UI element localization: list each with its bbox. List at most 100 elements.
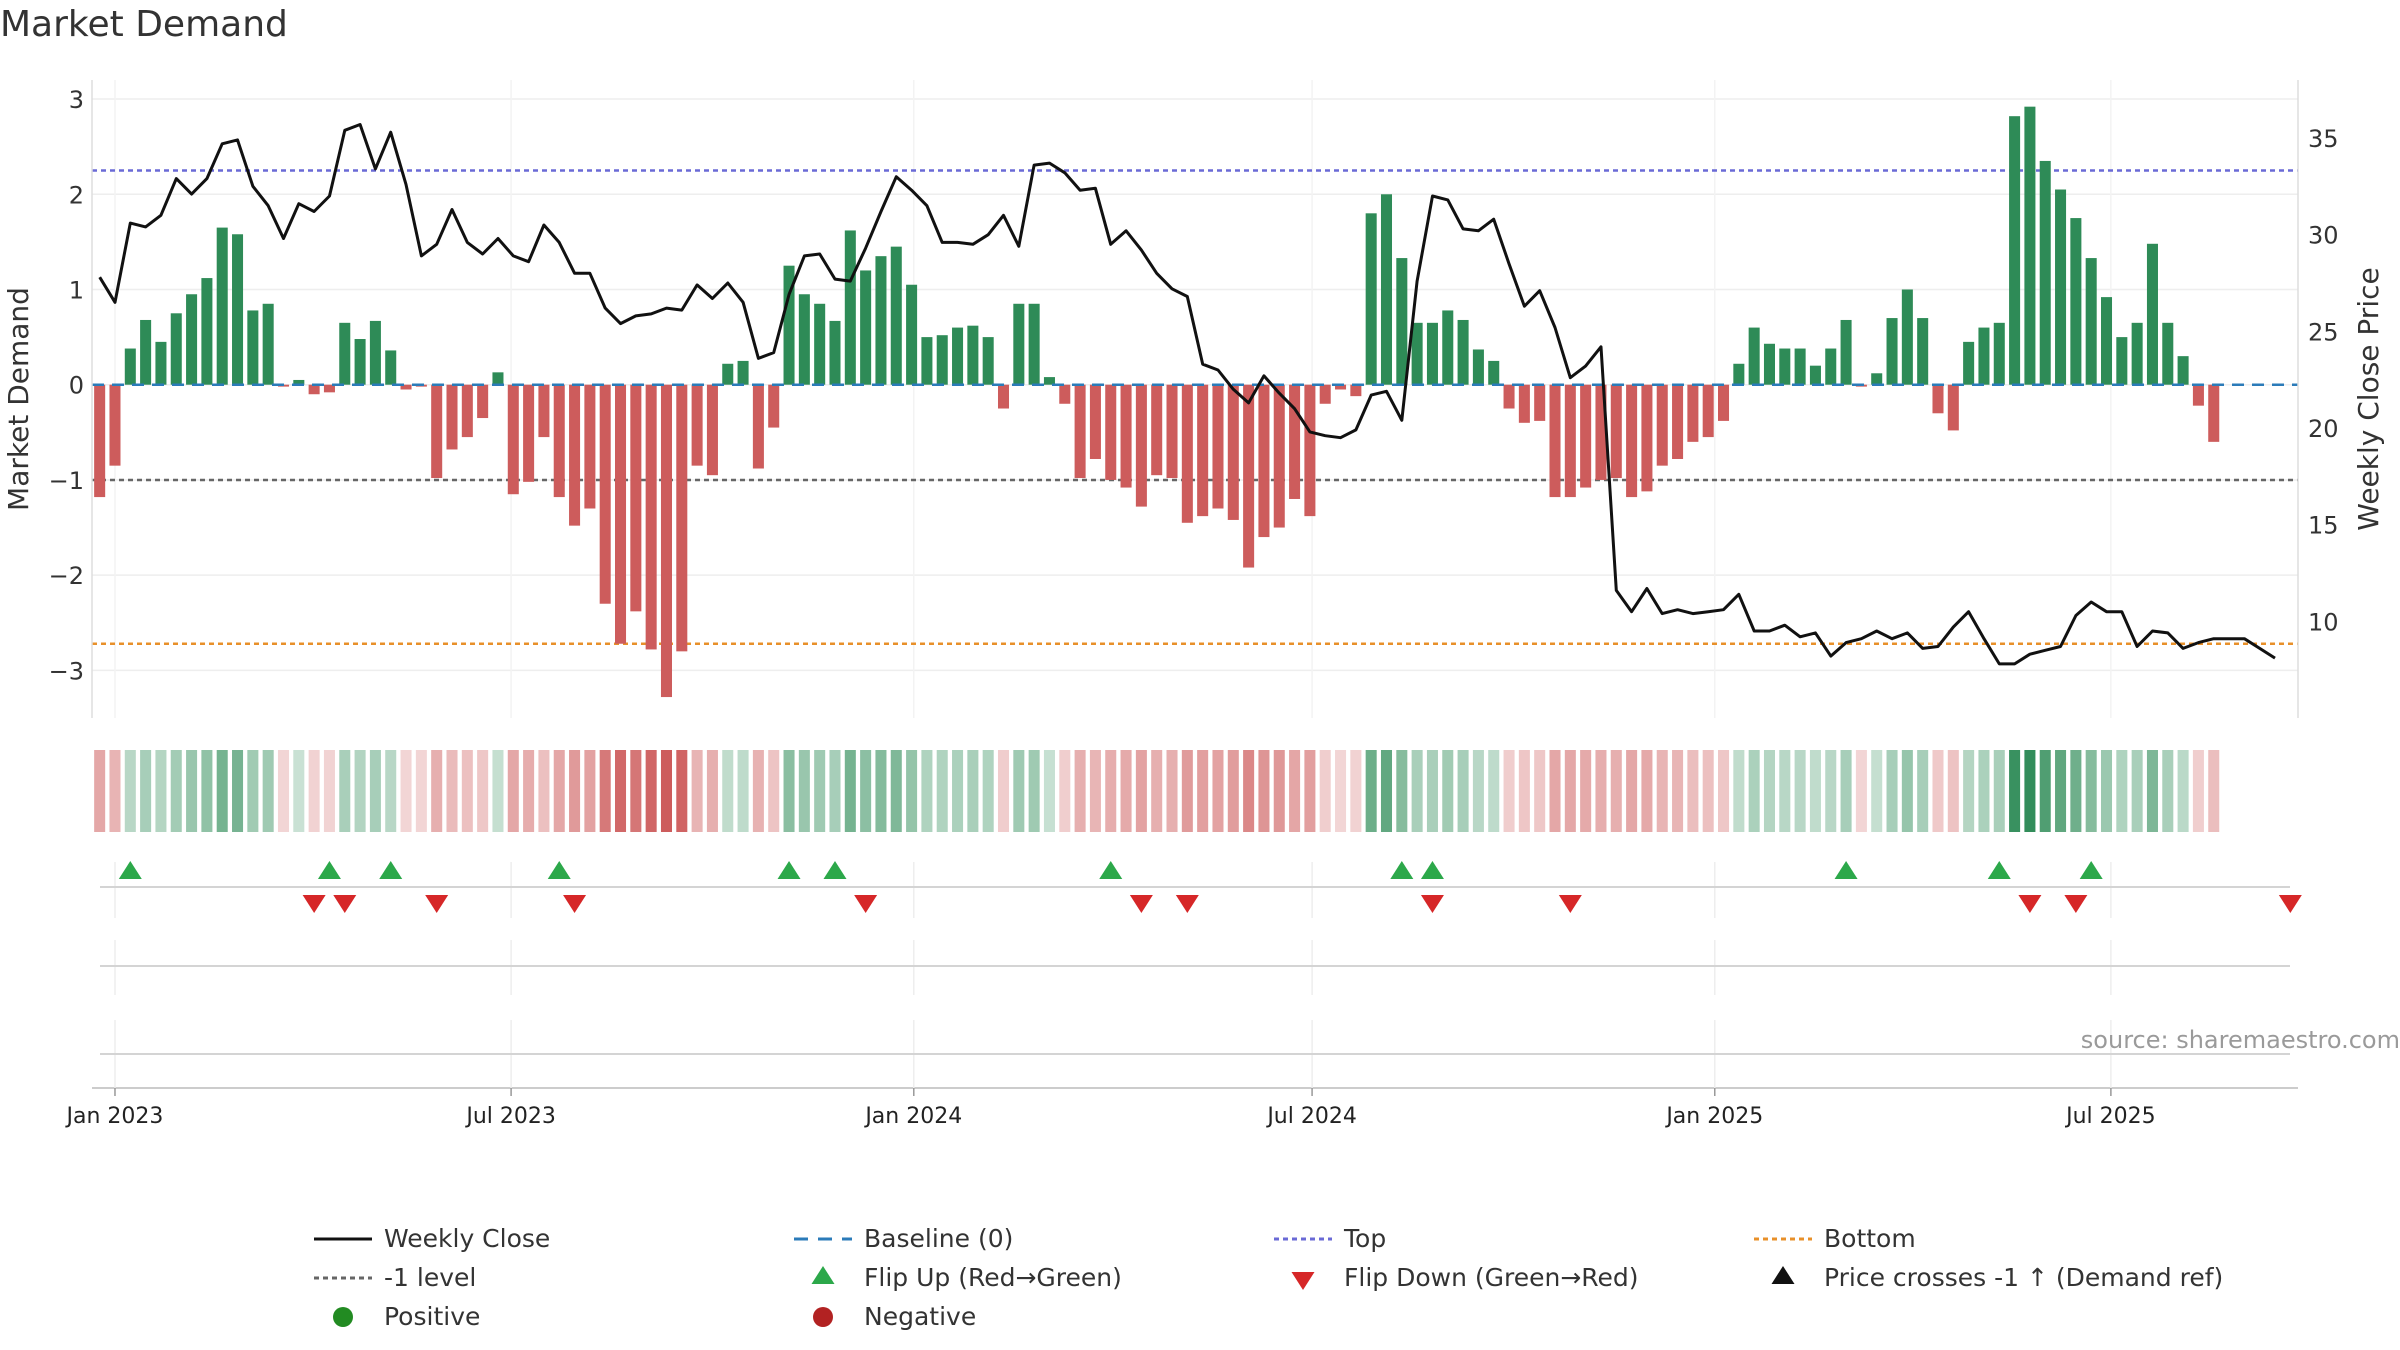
heat-cell [186,750,198,832]
heat-cell [354,750,366,832]
heat-cell [737,750,749,832]
heat-cell [1993,750,2005,832]
demand-bar [1901,289,1913,385]
heat-cell [615,750,627,832]
demand-bar [1932,384,1944,414]
heat-cell [875,750,887,832]
heat-cell [844,750,856,832]
demand-bar [569,384,581,526]
demand-bar [293,379,305,385]
heat-cell [2100,750,2113,832]
demand-bar [1105,384,1117,480]
x-tick-label: Jul 2024 [1265,1104,1357,1129]
demand-bar [844,230,856,385]
demand-bar [2208,384,2220,442]
source-text: source: sharemaestro.com [2081,1026,2400,1054]
heat-cell [1319,750,1331,832]
demand-bar [584,384,596,509]
demand-bar [247,310,259,385]
heat-cell [1917,750,1929,832]
demand-bar [1013,303,1025,385]
heat-cell [262,750,274,832]
demand-bar [400,384,412,390]
demand-bar [186,294,198,385]
y-tick-label-right: 10 [2308,608,2339,636]
heat-cell [829,750,841,832]
heat-cell [1243,750,1255,832]
demand-bar [1151,384,1163,476]
flip-up-marker [2079,861,2103,879]
demand-bar [354,339,366,385]
heat-cell [1901,750,1913,832]
flip-down-marker [563,895,587,913]
demand-bar [538,384,550,438]
heat-cell [1227,750,1239,832]
heat-cell [369,750,381,832]
legend-flip-down-label: Flip Down (Green→Red) [1344,1263,1639,1292]
demand-bar [936,335,948,385]
heat-cell [461,750,473,832]
flip-down-marker [333,895,357,913]
demand-bar [2039,160,2051,385]
heat-cell [2116,750,2128,832]
demand-bar [860,270,872,385]
heat-cell [109,750,121,832]
heat-cell [1641,750,1653,832]
heat-cell [1212,750,1224,832]
heat-cell [645,750,657,832]
demand-bar [982,337,994,385]
demand-bar [967,325,979,385]
flip-up-marker [1099,861,1123,879]
demand-bar [1089,384,1101,459]
demand-bar [1457,319,1469,385]
heat-cell [1825,750,1837,832]
heat-cell [1779,750,1791,832]
demand-bar [1687,384,1699,442]
flip-up-marker [379,861,403,879]
y-tick-label-right: 15 [2308,512,2339,540]
heat-cell [308,750,320,832]
demand-bar [477,384,489,419]
heat-cell [1871,750,1883,832]
demand-bar [676,384,688,652]
demand-bar [660,384,672,698]
demand-bar [829,320,841,385]
demand-bar [1166,384,1178,479]
heat-cell [890,750,902,832]
demand-bar [507,384,519,495]
demand-bar [1580,384,1592,488]
legend-flip-down-symbol [1291,1272,1315,1290]
heat-cell [293,750,305,832]
y-tick-label-left: 3 [69,86,84,114]
demand-bar [2009,116,2021,385]
demand-bar [1488,360,1500,385]
demand-bar [737,360,749,385]
heat-cell [1564,750,1576,832]
heat-cell [1748,750,1760,832]
demand-bar [599,384,611,604]
demand-bar [630,384,642,612]
demand-bar [1978,327,1990,385]
demand-bar [706,384,718,476]
demand-bar [1181,384,1193,523]
heat-cell [277,750,290,832]
demand-bar [1763,343,1775,385]
heat-cell [1656,750,1668,832]
legend: Weekly Close Baseline (0) Top Bottom -1 leve… [314,1224,2223,1331]
demand-bars [92,106,2298,698]
heat-cell [232,750,244,832]
heat-cell [1503,750,1515,832]
y-tick-label-left: 2 [69,181,84,209]
heat-cell [691,750,703,832]
demand-bar [722,363,734,385]
flip-up-marker [823,861,847,879]
demand-bar [2100,297,2113,385]
demand-bar [1074,384,1086,479]
chart-title: Market Demand [0,4,288,45]
heat-cell [1763,750,1775,832]
y-axis-title-right: Weekly Close Price [2352,267,2385,530]
legend-price-cross-symbol [1771,1266,1795,1284]
flip-down-marker [1420,895,1444,913]
heat-cell [1718,750,1730,832]
